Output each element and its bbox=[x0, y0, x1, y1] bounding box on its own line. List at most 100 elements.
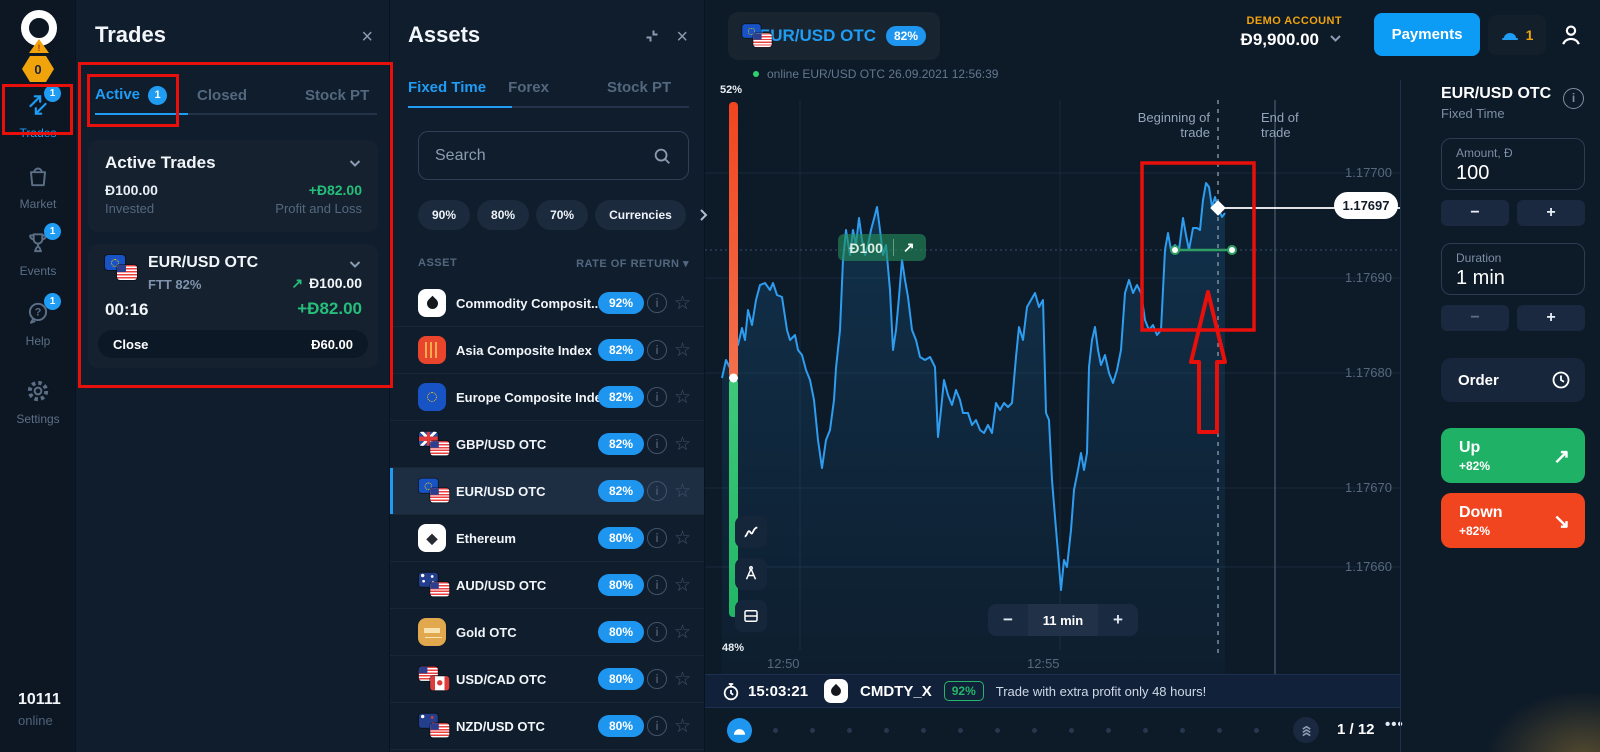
down-button[interactable]: Down +82% ↘ bbox=[1441, 493, 1585, 548]
chevron-down-icon[interactable] bbox=[348, 257, 362, 271]
duration-decrease-button[interactable]: − bbox=[1441, 305, 1509, 331]
pagination-dot[interactable] bbox=[995, 728, 1000, 733]
zoom-out-button[interactable]: − bbox=[988, 604, 1028, 636]
up-button[interactable]: Up +82% ↗ bbox=[1441, 428, 1585, 483]
collapse-stories-icon[interactable] bbox=[1293, 717, 1319, 743]
favorite-star-icon[interactable]: ☆ bbox=[674, 339, 692, 361]
level-badge[interactable]: 0 bbox=[22, 56, 54, 82]
info-icon[interactable]: i bbox=[647, 293, 667, 313]
pagination-dot[interactable] bbox=[1254, 728, 1259, 733]
asset-row[interactable]: Europe Composite Index 82% i ☆ bbox=[390, 374, 704, 421]
tab-stock-pt[interactable]: Stock PT bbox=[606, 79, 672, 96]
favorite-star-icon[interactable]: ☆ bbox=[674, 386, 692, 408]
pagination-dot[interactable] bbox=[958, 728, 963, 733]
trades-close-icon[interactable]: × bbox=[361, 26, 373, 48]
asset-row[interactable]: Asia Composite Index 82% i ☆ bbox=[390, 327, 704, 374]
favorite-star-icon[interactable]: ☆ bbox=[674, 480, 692, 502]
asset-row[interactable]: NZD/USD OTC 80% i ☆ bbox=[390, 703, 704, 750]
tab-forex[interactable]: Forex bbox=[508, 79, 549, 96]
active-asset-tab[interactable]: EUR/USD OTC 82% bbox=[728, 12, 940, 60]
pagination-dot[interactable] bbox=[1032, 728, 1037, 733]
tab-stock-pt[interactable]: Stock PT bbox=[305, 87, 370, 104]
payments-button[interactable]: Payments bbox=[1374, 13, 1480, 56]
drawing-tools-button[interactable] bbox=[735, 558, 767, 590]
chart-type-button[interactable] bbox=[735, 516, 767, 548]
close-trade-button[interactable]: Close Đ60.00 bbox=[98, 330, 368, 358]
duration-field[interactable]: Duration 1 min bbox=[1441, 243, 1585, 295]
filters-scroll-right-icon[interactable] bbox=[697, 208, 709, 222]
favorite-star-icon[interactable]: ☆ bbox=[674, 433, 692, 455]
favorite-star-icon[interactable]: ☆ bbox=[674, 574, 692, 596]
notifications-button[interactable]: 1 bbox=[1488, 15, 1546, 55]
sidebar-item-help[interactable]: ? 1 Help bbox=[0, 293, 76, 348]
sidebar-item-trades[interactable]: 1 Trades bbox=[0, 85, 76, 140]
filter-90[interactable]: 90% bbox=[418, 200, 471, 230]
duration-increase-button[interactable]: + bbox=[1517, 305, 1585, 331]
info-icon[interactable]: i bbox=[647, 340, 667, 360]
info-icon[interactable]: i bbox=[647, 622, 667, 642]
chart-area[interactable]: 52% 48% Đ100 ↗ Beginning of trade End of … bbox=[705, 80, 1400, 674]
popout-icon[interactable] bbox=[644, 28, 660, 44]
sidebar-item-events[interactable]: 1 Events bbox=[0, 223, 76, 278]
filter-70[interactable]: 70% bbox=[536, 200, 589, 230]
info-icon[interactable]: i bbox=[647, 669, 667, 689]
commodity-icon bbox=[824, 679, 849, 703]
tab-closed[interactable]: Closed bbox=[197, 87, 248, 104]
asset-row[interactable]: ◆ Ethereum 80% i ☆ bbox=[390, 515, 704, 562]
asset-search[interactable] bbox=[418, 131, 689, 180]
info-icon[interactable]: i bbox=[647, 434, 667, 454]
active-story-button[interactable] bbox=[727, 718, 752, 743]
asset-row[interactable]: Commodity Composit... 92% i ☆ bbox=[390, 280, 704, 327]
sidebar-item-settings[interactable]: Settings bbox=[0, 378, 76, 426]
sidebar-item-market[interactable]: Market bbox=[0, 163, 76, 211]
tab-fixed-time[interactable]: Fixed Time bbox=[408, 79, 487, 96]
asset-info-icon[interactable]: i bbox=[1563, 88, 1584, 109]
info-icon[interactable]: i bbox=[647, 575, 667, 595]
asset-row[interactable]: EUR/USD OTC 82% i ☆ bbox=[390, 468, 704, 515]
active-trade-card[interactable]: EUR/USD OTC FTT 82% ↗ Đ100.00 00:16 +Đ82.… bbox=[88, 244, 378, 368]
info-icon[interactable]: i bbox=[647, 481, 667, 501]
col-asset[interactable]: ASSET bbox=[418, 257, 458, 269]
more-stories-icon[interactable]: ••• bbox=[1385, 716, 1404, 733]
amount-increase-button[interactable]: + bbox=[1517, 200, 1585, 226]
filter-currencies[interactable]: Currencies bbox=[595, 200, 686, 230]
tab-active[interactable]: Active 1 bbox=[95, 86, 168, 105]
order-button[interactable]: Order bbox=[1441, 358, 1585, 402]
pagination-dot[interactable] bbox=[810, 728, 815, 733]
app-logo[interactable]: ! bbox=[20, 10, 58, 53]
pagination-dot[interactable] bbox=[847, 728, 852, 733]
assets-close-icon[interactable]: × bbox=[676, 26, 688, 48]
account-switcher[interactable]: DEMO ACCOUNT Đ9,900.00 bbox=[1241, 15, 1342, 50]
pagination-dot[interactable] bbox=[1106, 728, 1111, 733]
promo-bar[interactable]: 15:03:21 CMDTY_X 92% Trade with extra pr… bbox=[705, 674, 1400, 708]
asset-row[interactable]: Gold OTC 80% i ☆ bbox=[390, 609, 704, 656]
pagination-dot[interactable] bbox=[1069, 728, 1074, 733]
amount-field[interactable]: Amount, Đ 100 bbox=[1441, 138, 1585, 190]
asset-row[interactable]: GBP/USD OTC 82% i ☆ bbox=[390, 421, 704, 468]
asset-row[interactable]: USD/CAD OTC 80% i ☆ bbox=[390, 656, 704, 703]
y-axis-tick: 1.17680 bbox=[1345, 365, 1392, 380]
favorite-star-icon[interactable]: ☆ bbox=[674, 527, 692, 549]
profile-icon[interactable] bbox=[1558, 22, 1584, 48]
pagination-dot[interactable] bbox=[1180, 728, 1185, 733]
asset-row[interactable]: AUD/USD OTC 80% i ☆ bbox=[390, 562, 704, 609]
chevron-down-icon[interactable] bbox=[348, 156, 362, 170]
info-icon[interactable]: i bbox=[647, 716, 667, 736]
layout-button[interactable] bbox=[735, 600, 767, 632]
pagination-dot[interactable] bbox=[1217, 728, 1222, 733]
info-icon[interactable]: i bbox=[647, 387, 667, 407]
filter-80[interactable]: 80% bbox=[477, 200, 530, 230]
search-input[interactable] bbox=[435, 146, 652, 165]
col-rate-of-return[interactable]: RATE OF RETURN ▾ bbox=[576, 258, 689, 270]
pagination-dot[interactable] bbox=[1143, 728, 1148, 733]
pagination-dot[interactable] bbox=[884, 728, 889, 733]
info-icon[interactable]: i bbox=[647, 528, 667, 548]
favorite-star-icon[interactable]: ☆ bbox=[674, 668, 692, 690]
amount-decrease-button[interactable]: − bbox=[1441, 200, 1509, 226]
favorite-star-icon[interactable]: ☆ bbox=[674, 621, 692, 643]
pagination-dot[interactable] bbox=[773, 728, 778, 733]
favorite-star-icon[interactable]: ☆ bbox=[674, 292, 692, 314]
zoom-in-button[interactable]: + bbox=[1098, 604, 1138, 636]
favorite-star-icon[interactable]: ☆ bbox=[674, 715, 692, 737]
pagination-dot[interactable] bbox=[921, 728, 926, 733]
